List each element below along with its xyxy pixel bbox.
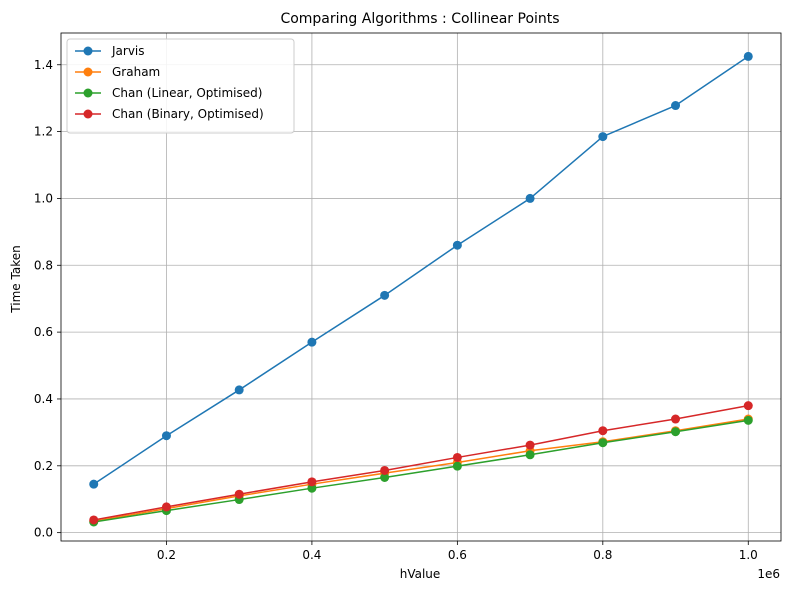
series-3 — [89, 401, 753, 525]
x-tick-label: 1.0 — [739, 548, 758, 562]
x-axis-label: hValue — [400, 567, 441, 581]
data-point — [161, 502, 171, 512]
y-tick-label: 0.6 — [34, 325, 53, 339]
data-point — [452, 452, 462, 462]
y-tick-label: 1.4 — [34, 58, 53, 72]
data-point — [598, 132, 608, 142]
data-point — [89, 515, 99, 525]
x-offset-label: 1e6 — [757, 567, 780, 581]
legend-marker — [83, 88, 93, 98]
data-point — [671, 101, 681, 111]
legend-entry: Jarvis — [75, 44, 145, 58]
data-point — [525, 440, 535, 450]
legend: Jarvis Graham Chan (Linear, Optimised) Chan… — [66, 38, 295, 134]
y-tick-label: 0.8 — [34, 258, 53, 272]
chart-title: Comparing Algorithms : Collinear Points — [280, 11, 559, 27]
data-point — [598, 438, 608, 448]
x-tick-label: 0.4 — [302, 548, 321, 562]
legend-box — [66, 38, 295, 134]
series-group — [89, 51, 753, 527]
data-point — [234, 385, 244, 395]
series-0 — [89, 51, 753, 489]
y-tick-label: 0.0 — [34, 526, 53, 540]
data-point — [743, 415, 753, 425]
data-point — [671, 414, 681, 424]
legend-entry: Chan (Linear, Optimised) — [75, 86, 262, 100]
legend-marker — [83, 109, 93, 119]
data-point — [452, 461, 462, 471]
y-tick-label: 0.4 — [34, 392, 53, 406]
axes: 0.2 0.4 0.6 0.8 1.0 0.0 0.2 0.4 0.6 0.8 1.0 1.2 1.4 — [34, 32, 782, 562]
y-tick-label: 1.0 — [34, 191, 53, 205]
x-tick-label: 0.2 — [157, 548, 176, 562]
data-point — [89, 479, 99, 489]
data-point — [525, 193, 535, 203]
data-point — [525, 450, 535, 460]
legend-marker — [83, 67, 93, 77]
series-line — [93, 404, 749, 521]
y-tick-label: 1.2 — [34, 125, 53, 139]
series-2 — [89, 415, 753, 527]
y-tick-label: 0.2 — [34, 459, 53, 473]
grid — [61, 33, 781, 541]
data-point — [743, 51, 753, 61]
series-line — [93, 55, 749, 485]
data-point — [234, 489, 244, 499]
data-point — [161, 431, 171, 441]
y-axis-label: Time Taken — [9, 245, 23, 313]
data-point — [307, 337, 317, 347]
plot-frame — [60, 32, 782, 542]
legend-marker — [83, 46, 93, 56]
legend-label: Jarvis — [111, 44, 145, 58]
data-point — [671, 427, 681, 437]
data-point — [307, 477, 317, 487]
legend-entry: Chan (Binary, Optimised) — [75, 107, 264, 121]
data-point — [380, 473, 390, 482]
data-point — [598, 426, 608, 436]
legend-label: Graham — [112, 65, 160, 79]
series-line — [93, 419, 749, 523]
legend-label: Chan (Linear, Optimised) — [112, 86, 262, 100]
data-point — [307, 483, 317, 493]
x-tick-label: 0.8 — [593, 548, 612, 562]
legend-entry: Graham — [75, 65, 160, 79]
legend-label: Chan (Binary, Optimised) — [112, 107, 264, 121]
x-tick-label: 0.6 — [448, 548, 467, 562]
data-point — [452, 240, 462, 250]
data-point — [380, 465, 390, 475]
series-line — [93, 418, 749, 523]
data-point — [380, 290, 390, 300]
data-point — [743, 401, 753, 411]
